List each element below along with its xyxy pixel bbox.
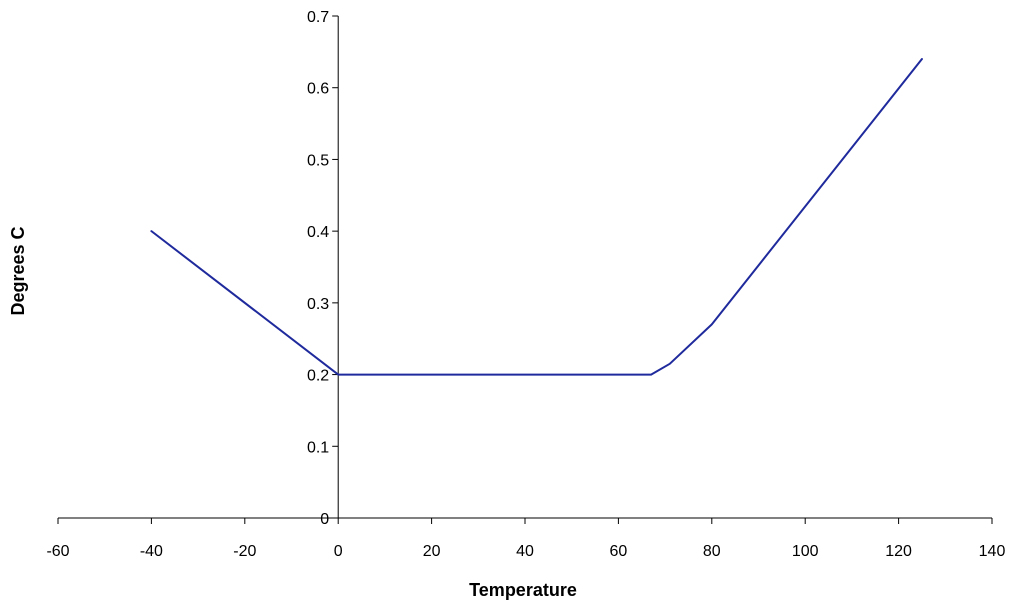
tick-marks bbox=[57, 15, 993, 524]
x-axis-title: Temperature bbox=[469, 580, 577, 600]
x-tick-label: 20 bbox=[423, 543, 441, 560]
y-tick-label: 0.7 bbox=[307, 9, 329, 26]
x-tick-label: 0 bbox=[334, 543, 343, 560]
series-line bbox=[150, 58, 923, 376]
x-tick-label: 120 bbox=[885, 543, 912, 560]
y-tick-label: 0.6 bbox=[307, 81, 329, 98]
y-axis-title: Degrees C bbox=[8, 226, 28, 315]
tick-labels: -60 -40 -20 0 20 40 60 80 100 120 140 0 0.1 0.2 0.3 0.4… bbox=[46, 9, 1005, 560]
x-tick-label: 100 bbox=[792, 543, 819, 560]
x-tick-label: -20 bbox=[233, 543, 256, 560]
y-tick-label: 0.2 bbox=[307, 368, 329, 385]
y-tick-label: 0.5 bbox=[307, 152, 329, 169]
x-tick-label: 140 bbox=[979, 543, 1006, 560]
y-tick-label: 0 bbox=[320, 511, 329, 528]
y-tick-label: 0.3 bbox=[307, 296, 329, 313]
x-tick-label: 40 bbox=[516, 543, 534, 560]
x-tick-label: -60 bbox=[46, 543, 69, 560]
y-tick-label: 0.4 bbox=[307, 224, 329, 241]
series bbox=[150, 58, 923, 376]
x-tick-label: -40 bbox=[140, 543, 163, 560]
y-tick-label: 0.1 bbox=[307, 439, 329, 456]
x-tick-label: 60 bbox=[610, 543, 628, 560]
x-tick-label: 80 bbox=[703, 543, 721, 560]
